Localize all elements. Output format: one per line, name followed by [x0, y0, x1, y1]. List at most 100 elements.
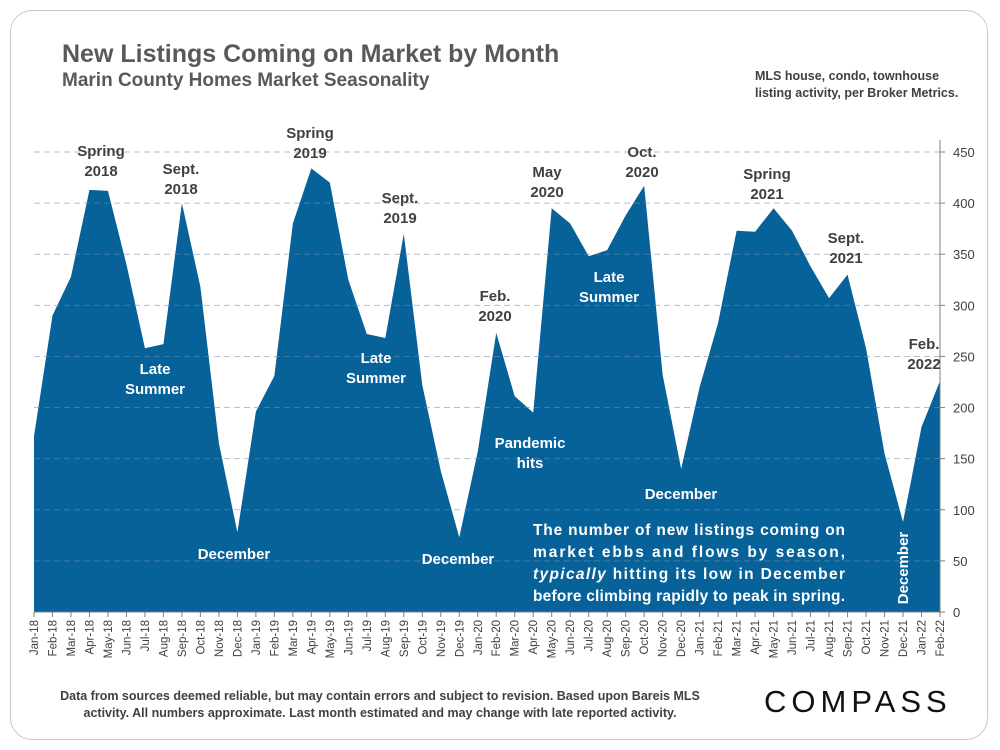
- x-tick-label-Jul-19: Jul-19: [362, 620, 374, 651]
- x-tick-label-Sep-19: Sep-19: [399, 620, 411, 657]
- x-tick-label-May-20: May-20: [547, 620, 559, 658]
- y-tick-label-350: 350: [953, 247, 975, 262]
- listings-area-series: [34, 168, 940, 613]
- x-tick-label-Jun-18: Jun-18: [121, 620, 133, 655]
- annotation-4-line-1: 2019: [293, 145, 326, 162]
- callout-line-3: before climbing rapidly to peak in sprin…: [533, 588, 845, 605]
- x-tick-label-Jun-21: Jun-21: [787, 620, 799, 655]
- annotation-14-line-1: 2021: [750, 186, 783, 203]
- y-tick-label-250: 250: [953, 349, 975, 364]
- y-tick-label-450: 450: [953, 145, 975, 160]
- x-tick-label-Aug-19: Aug-19: [380, 620, 392, 657]
- chart-title: New Listings Coming on Market by Month: [62, 40, 560, 68]
- annotation-6-line-0: Late: [361, 350, 392, 367]
- annotation-6-line-1: Summer: [346, 370, 406, 387]
- x-tick-label-Jan-19: Jan-19: [251, 620, 263, 655]
- x-tick-label-Oct-20: Oct-20: [639, 620, 651, 655]
- annotation-15-line-1: 2021: [829, 250, 862, 267]
- annotation-9-line-1: hits: [517, 455, 544, 472]
- annotation-17-line-0: Feb.: [909, 336, 940, 353]
- x-tick-label-Oct-21: Oct-21: [861, 620, 873, 655]
- x-tick-label-Dec-19: Dec-19: [454, 620, 466, 657]
- annotation-1-line-0: Sept.: [163, 161, 200, 178]
- x-tick-label-Apr-20: Apr-20: [528, 620, 540, 655]
- footer-line1: Data from sources deemed reliable, but m…: [60, 689, 700, 703]
- annotation-5-line-0: Sept.: [382, 190, 419, 207]
- annotation-7-line-0: December: [422, 551, 495, 568]
- annotation-10-line-0: May: [532, 164, 562, 181]
- x-tick-label-Oct-18: Oct-18: [195, 620, 207, 655]
- annotation-8-line-0: Feb.: [480, 288, 511, 305]
- x-tick-label-Mar-18: Mar-18: [66, 620, 78, 656]
- annotation-3-line-0: December: [198, 546, 271, 563]
- x-tick-label-Nov-18: Nov-18: [214, 620, 226, 657]
- annotation-11-line-0: Oct.: [627, 144, 656, 161]
- annotation-8-line-1: 2020: [478, 308, 511, 325]
- x-tick-label-Sep-21: Sep-21: [843, 620, 855, 657]
- annotation-2-line-0: Late: [140, 361, 171, 378]
- x-tick-label-Jan-22: Jan-22: [917, 620, 929, 655]
- x-tick-label-Dec-18: Dec-18: [232, 620, 244, 657]
- x-tick-label-Apr-21: Apr-21: [750, 620, 762, 655]
- callout-line-2: typically hitting its low in December: [533, 566, 845, 583]
- x-tick-label-Jun-19: Jun-19: [343, 620, 355, 655]
- x-tick-label-Feb-19: Feb-19: [269, 620, 281, 656]
- x-tick-label-Aug-18: Aug-18: [158, 620, 170, 657]
- x-tick-label-Feb-21: Feb-21: [713, 620, 725, 656]
- x-tick-label-Jul-21: Jul-21: [806, 620, 818, 651]
- x-tick-label-Oct-19: Oct-19: [417, 620, 429, 655]
- annotation-1-line-1: 2018: [164, 181, 197, 198]
- x-tick-label-Feb-18: Feb-18: [47, 620, 59, 656]
- x-tick-label-Aug-20: Aug-20: [602, 620, 614, 657]
- x-tick-label-Jun-20: Jun-20: [565, 620, 577, 655]
- annotation-12-line-0: Late: [594, 269, 625, 286]
- y-tick-label-50: 50: [953, 554, 967, 569]
- annotation-12-line-1: Summer: [579, 289, 639, 306]
- x-tick-label-Apr-18: Apr-18: [84, 620, 96, 655]
- y-tick-label-200: 200: [953, 401, 975, 416]
- compass-logo: COMPASS: [764, 684, 952, 719]
- annotation-16: December: [895, 532, 912, 605]
- annotation-10-line-1: 2020: [530, 184, 563, 201]
- annotation-17-line-1: 2022: [907, 356, 940, 373]
- x-tick-label-Feb-20: Feb-20: [491, 620, 503, 656]
- annotation-4-line-0: Spring: [286, 125, 334, 142]
- x-tick-label-Sep-18: Sep-18: [177, 620, 189, 657]
- annotation-5-line-1: 2019: [383, 210, 416, 227]
- x-tick-label-Jul-20: Jul-20: [584, 620, 596, 651]
- x-tick-label-Sep-20: Sep-20: [621, 620, 633, 657]
- y-tick-label-0: 0: [953, 605, 960, 620]
- annotation-14-line-0: Spring: [743, 166, 791, 183]
- source-note: MLS house, condo, townhouse listing acti…: [755, 68, 958, 102]
- source-note-line1: MLS house, condo, townhouse: [755, 69, 940, 83]
- y-tick-label-150: 150: [953, 452, 975, 467]
- x-tick-label-Jan-21: Jan-21: [695, 620, 707, 655]
- y-tick-label-100: 100: [953, 503, 975, 518]
- chart-subtitle: Marin County Homes Market Seasonality: [62, 70, 430, 91]
- footer-line2: activity. All numbers approximate. Last …: [83, 706, 677, 720]
- x-tick-label-May-18: May-18: [103, 620, 115, 658]
- annotation-2-line-1: Summer: [125, 381, 185, 398]
- footer-disclaimer: Data from sources deemed reliable, but m…: [40, 688, 720, 722]
- x-tick-label-Nov-21: Nov-21: [880, 620, 892, 657]
- callout-line-1: market ebbs and flows by season,: [533, 544, 845, 561]
- x-tick-label-May-21: May-21: [769, 620, 781, 658]
- source-note-line2: listing activity, per Broker Metrics.: [755, 86, 959, 100]
- callout-line-0: The number of new listings coming on: [533, 522, 845, 539]
- x-tick-label-Mar-19: Mar-19: [288, 620, 300, 656]
- x-tick-label-Dec-20: Dec-20: [676, 620, 688, 657]
- annotation-0-line-1: 2018: [84, 163, 117, 180]
- callout-rest: hitting its low in December: [607, 566, 845, 583]
- annotation-0-line-0: Spring: [77, 143, 125, 160]
- annotation-9-line-0: Pandemic: [495, 435, 566, 452]
- x-tick-label-Jan-18: Jan-18: [29, 620, 41, 655]
- x-tick-label-Feb-22: Feb-22: [935, 620, 947, 656]
- annotation-13-line-0: December: [645, 486, 718, 503]
- x-tick-label-May-19: May-19: [325, 620, 337, 658]
- x-tick-label-Jan-20: Jan-20: [473, 620, 485, 655]
- x-tick-label-Jul-18: Jul-18: [140, 620, 152, 651]
- annotation-15-line-0: Sept.: [828, 230, 865, 247]
- x-tick-label-Nov-19: Nov-19: [436, 620, 448, 657]
- callout-italic-word: typically: [533, 566, 607, 583]
